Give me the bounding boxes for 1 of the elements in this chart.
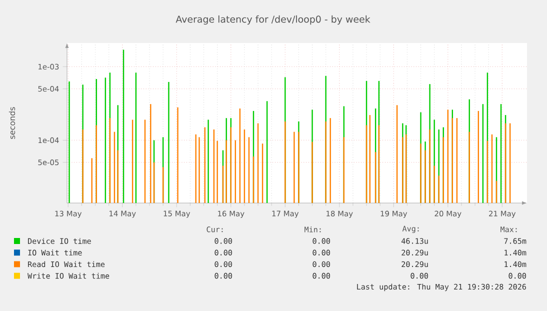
chart-title: Average latency for /dev/loop0 - by week xyxy=(176,15,370,25)
